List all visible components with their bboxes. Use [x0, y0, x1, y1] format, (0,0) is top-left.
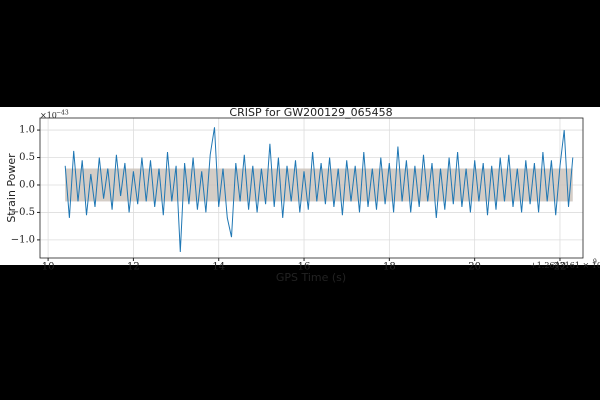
x-tick-label: 20	[468, 262, 481, 273]
x-offset: +1.2643161 × 10	[530, 261, 600, 270]
x-axis-label: GPS Time (s)	[276, 271, 346, 284]
y-offset-exponent: −43	[56, 110, 69, 117]
y-tick-label: 1.0	[19, 125, 35, 136]
y-tick-label: −0.5	[11, 207, 35, 218]
x-tick-label: 22	[554, 262, 567, 273]
y-tick-label: 0.0	[19, 179, 35, 190]
x-offset-exponent: 9	[593, 259, 597, 266]
x-tick-label: 10	[42, 262, 55, 273]
x-tick-label: 12	[127, 262, 140, 273]
line-series	[64, 127, 574, 253]
plot-frame	[39, 117, 584, 259]
y-tick-label: −1.0	[11, 234, 35, 245]
x-tick-label: 18	[383, 262, 396, 273]
chart-title: CRISP for GW200129_065458	[229, 106, 392, 119]
x-tick-label: 14	[212, 262, 225, 273]
y-offset: ×10	[40, 111, 57, 120]
x-tick-label: 16	[298, 262, 311, 273]
bottom-band	[0, 265, 600, 400]
top-band	[0, 0, 600, 107]
y-tick-label: 0.5	[19, 152, 35, 163]
y-axis-label: Strain Power	[5, 153, 18, 223]
